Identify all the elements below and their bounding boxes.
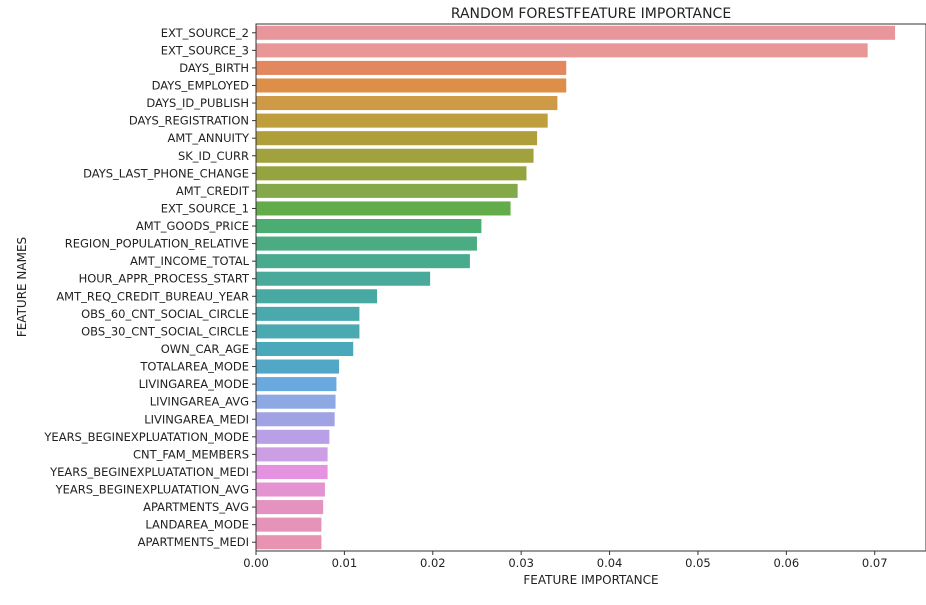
- y-tick-label: SK_ID_CURR: [178, 149, 249, 163]
- bar-apartments-avg: [256, 500, 324, 515]
- x-tick-label: 0.05: [685, 556, 711, 570]
- y-axis-label: FEATURE NAMES: [15, 237, 29, 337]
- bar-ext-source-1: [256, 201, 511, 216]
- x-tick-label: 0.02: [420, 556, 446, 570]
- y-tick-label: AMT_ANNUITY: [168, 131, 250, 145]
- x-tick-labels: 0.00 0.01 0.02 0.03 0.04 0.05 0.06 0.07: [243, 551, 888, 570]
- y-tick-label: OWN_CAR_AGE: [161, 342, 249, 356]
- y-tick-label: TOTALAREA_MODE: [139, 360, 249, 374]
- bar-days-registration: [256, 113, 548, 128]
- x-tick-label: 0.03: [508, 556, 534, 570]
- bar-obs-30-cnt-social-circle: [256, 324, 360, 339]
- y-tick-label: AMT_INCOME_TOTAL: [130, 254, 250, 268]
- bar-cnt-fam-members: [256, 447, 328, 462]
- bar-amt-credit: [256, 183, 518, 198]
- x-tick-label: 0.00: [243, 556, 269, 570]
- x-tick-label: 0.01: [332, 556, 358, 570]
- y-tick-label: APARTMENTS_AVG: [143, 500, 249, 514]
- y-tick-label: HOUR_APPR_PROCESS_START: [79, 272, 250, 286]
- y-tick-label: EXT_SOURCE_3: [161, 43, 249, 57]
- y-tick-label: OBS_60_CNT_SOCIAL_CIRCLE: [81, 307, 249, 321]
- y-tick-label: OBS_30_CNT_SOCIAL_CIRCLE: [81, 324, 249, 338]
- y-tick-label: LIVINGAREA_AVG: [150, 395, 249, 409]
- bar-days-employed: [256, 78, 567, 93]
- y-tick-label: YEARS_BEGINEXPLUATATION_MODE: [43, 430, 249, 444]
- bar-days-birth: [256, 60, 567, 75]
- bar-region-population-relative: [256, 236, 477, 251]
- bar-days-id-publish: [256, 96, 558, 111]
- y-tick-label: AMT_CREDIT: [176, 184, 250, 198]
- y-tick-label: DAYS_EMPLOYED: [152, 78, 250, 92]
- bars-group: [256, 25, 896, 550]
- y-tick-label: YEARS_BEGINEXPLUATATION_AVG: [55, 483, 249, 497]
- y-tick-label: LIVINGAREA_MEDI: [144, 412, 249, 426]
- y-tick-label: DAYS_LAST_PHONE_CHANGE: [83, 166, 249, 180]
- y-tick-label: REGION_POPULATION_RELATIVE: [65, 237, 249, 251]
- bar-totalarea-mode: [256, 359, 340, 374]
- y-tick-label: APARTMENTS_MEDI: [138, 535, 249, 549]
- bar-years-beginexpluatation-avg: [256, 482, 325, 497]
- y-tick-label: CNT_FAM_MEMBERS: [133, 447, 249, 461]
- bar-amt-income-total: [256, 254, 470, 269]
- bar-livingarea-medi: [256, 412, 335, 427]
- chart-title: RANDOM FORESTFEATURE IMPORTANCE: [451, 6, 731, 22]
- x-tick-label: 0.04: [597, 556, 623, 570]
- bar-years-beginexpluatation-medi: [256, 464, 328, 479]
- bar-years-beginexpluatation-mode: [256, 429, 330, 444]
- plot-frame: [255, 23, 926, 552]
- bar-amt-annuity: [256, 131, 538, 146]
- y-tick-label: LIVINGAREA_MODE: [139, 377, 249, 391]
- y-tick-label: YEARS_BEGINEXPLUATATION_MEDI: [49, 465, 249, 479]
- bar-amt-goods-price: [256, 218, 482, 234]
- bar-landarea-mode: [256, 517, 322, 532]
- bar-ext-source-3: [256, 43, 868, 58]
- bar-days-last-phone-change: [256, 166, 527, 181]
- x-axis-label: FEATURE IMPORTANCE: [523, 573, 658, 587]
- y-tick-label: EXT_SOURCE_2: [161, 26, 249, 40]
- y-tick-label: DAYS_BIRTH: [179, 61, 249, 75]
- y-tick-label: LANDAREA_MODE: [145, 518, 249, 532]
- y-tick-labels: EXT_SOURCE_2 EXT_SOURCE_3 DAYS_BIRTH DAYS_E…: [43, 26, 256, 549]
- bar-apartments-medi: [256, 535, 322, 550]
- x-tick-label: 0.06: [774, 556, 800, 570]
- x-tick-label: 0.07: [862, 556, 888, 570]
- bar-hour-appr-process-start: [256, 271, 431, 286]
- bar-obs-60-cnt-social-circle: [256, 306, 360, 321]
- y-tick-label: DAYS_ID_PUBLISH: [146, 96, 249, 110]
- bar-own-car-age: [256, 341, 354, 357]
- y-tick-label: EXT_SOURCE_1: [161, 201, 249, 215]
- y-tick-label: DAYS_REGISTRATION: [129, 114, 249, 128]
- y-tick-label: AMT_REQ_CREDIT_BUREAU_YEAR: [56, 289, 249, 303]
- bar-ext-source-2: [256, 25, 896, 40]
- bar-sk-id-curr: [256, 148, 534, 163]
- y-tick-label: AMT_GOODS_PRICE: [136, 219, 249, 233]
- bar-amt-req-credit-bureau-year: [256, 289, 378, 304]
- bar-livingarea-avg: [256, 394, 336, 409]
- bar-livingarea-mode: [256, 377, 337, 392]
